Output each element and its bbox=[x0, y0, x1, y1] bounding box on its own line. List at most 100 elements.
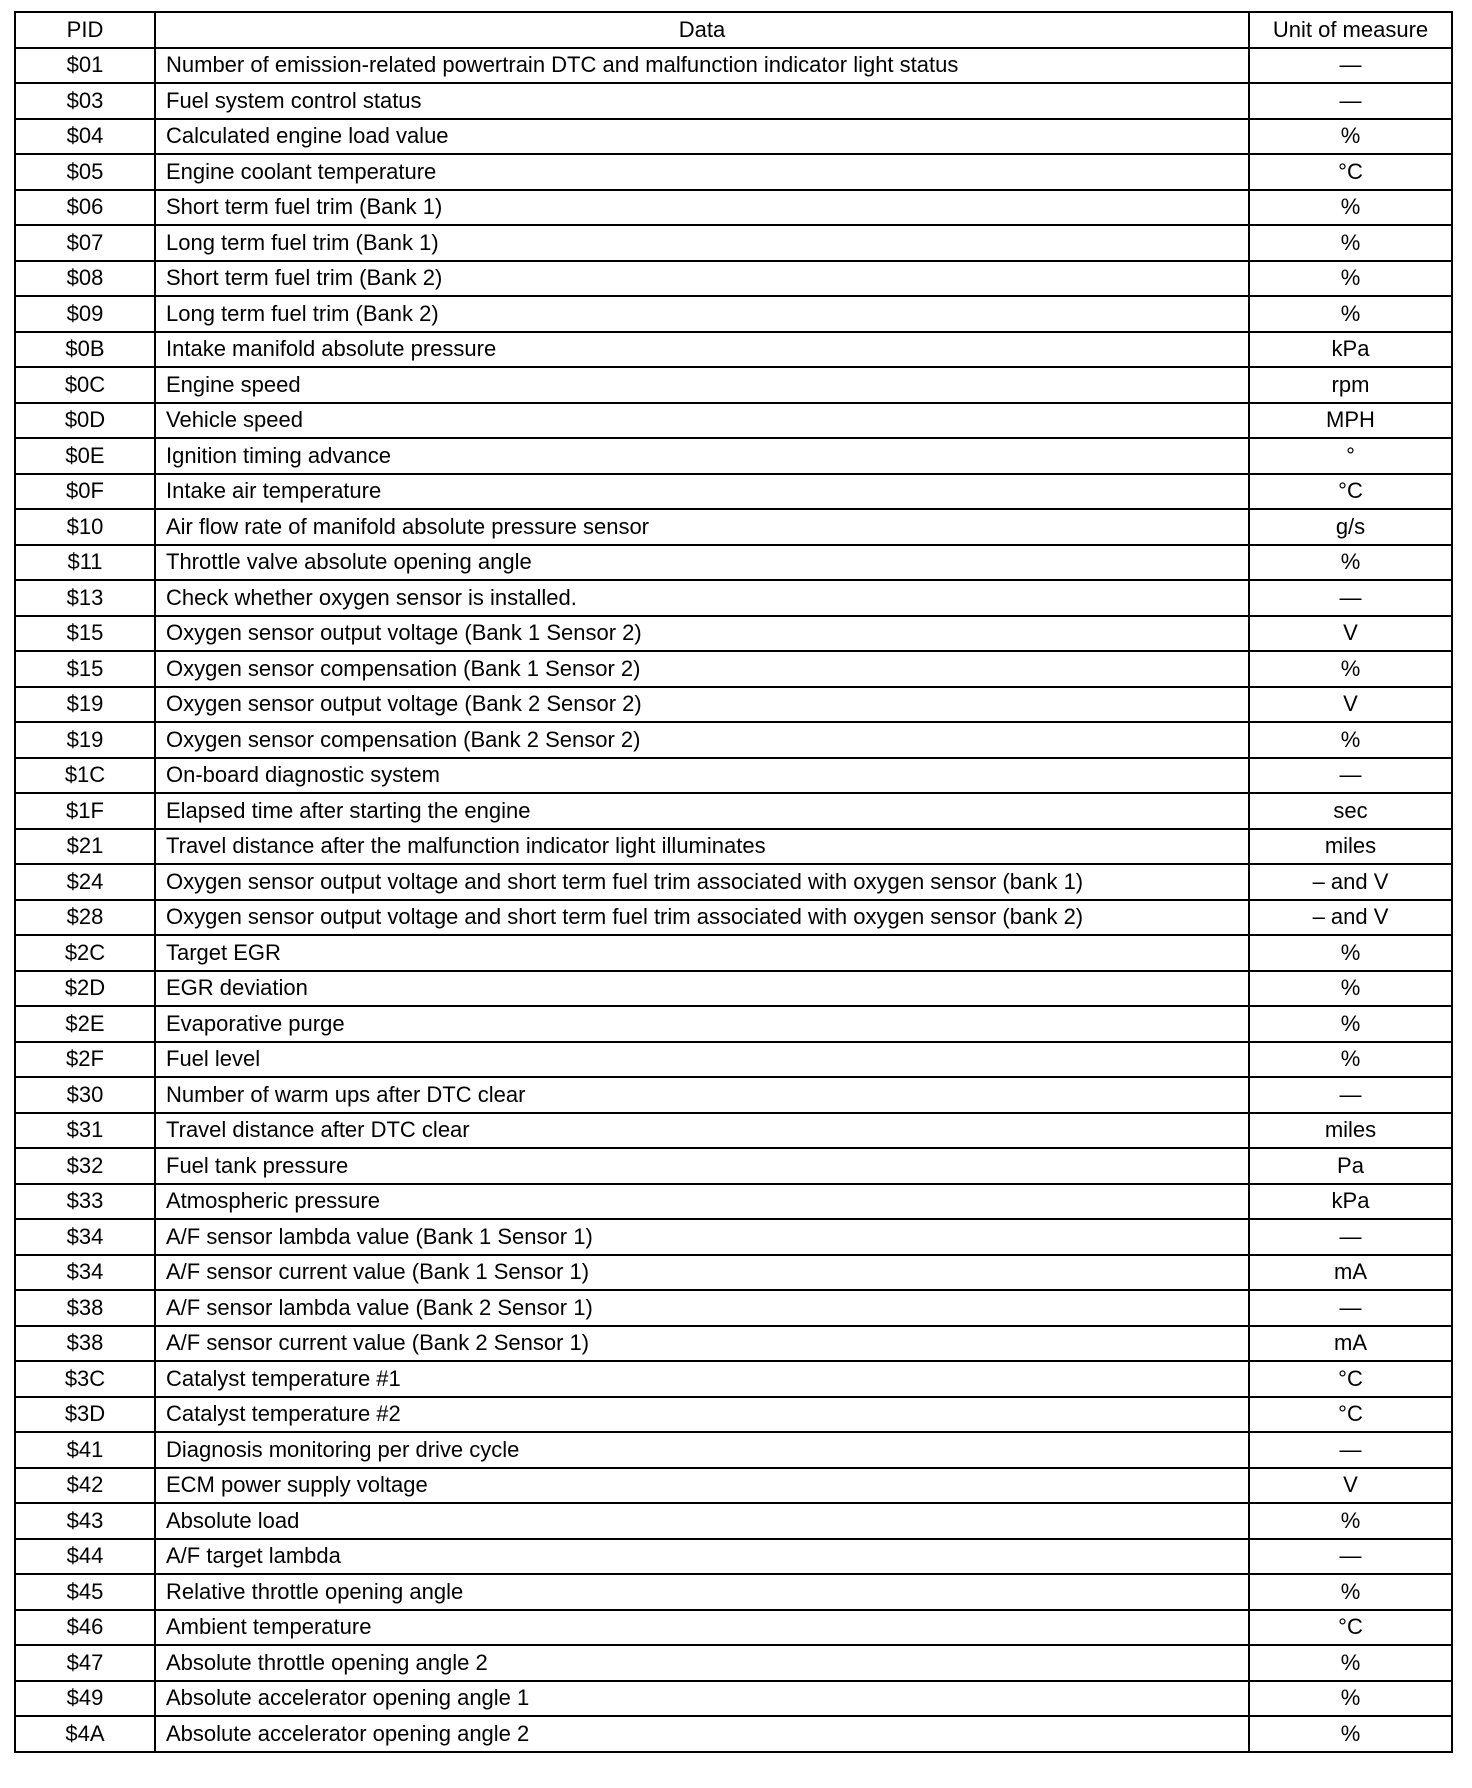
table-row: $38 A/F sensor current value (Bank 2 Sens… bbox=[14, 1324, 1453, 1362]
table-row: $33 Atmospheric pressure kPa bbox=[14, 1182, 1453, 1220]
pid-cell: $44 bbox=[14, 1537, 156, 1575]
pid-cell: $06 bbox=[14, 188, 156, 226]
unit-cell: — bbox=[1248, 46, 1453, 84]
unit-cell: % bbox=[1248, 969, 1453, 1007]
unit-cell: V bbox=[1248, 614, 1453, 652]
pid-cell: $30 bbox=[14, 1076, 156, 1114]
data-cell: A/F sensor lambda value (Bank 1 Sensor 1… bbox=[154, 1218, 1250, 1256]
table-row: $01 Number of emission-related powertrain… bbox=[14, 46, 1453, 84]
table-row: $3D Catalyst temperature #2 °C bbox=[14, 1395, 1453, 1433]
unit-cell: kPa bbox=[1248, 330, 1453, 368]
pid-cell: $45 bbox=[14, 1573, 156, 1611]
table-row: $19 Oxygen sensor compensation (Bank 2 Se… bbox=[14, 721, 1453, 759]
table-row: $34 A/F sensor lambda value (Bank 1 Senso… bbox=[14, 1218, 1453, 1256]
unit-cell: % bbox=[1248, 1644, 1453, 1682]
table-row: $0E Ignition timing advance ° bbox=[14, 437, 1453, 475]
data-cell: Catalyst temperature #2 bbox=[154, 1395, 1250, 1433]
unit-cell: % bbox=[1248, 188, 1453, 226]
unit-cell: °C bbox=[1248, 1608, 1453, 1646]
data-cell: Oxygen sensor output voltage (Bank 1 Sen… bbox=[154, 614, 1250, 652]
table-row: $06 Short term fuel trim (Bank 1)% bbox=[14, 188, 1453, 226]
header-pid: PID bbox=[14, 11, 156, 49]
unit-cell: — bbox=[1248, 1537, 1453, 1575]
header-unit: Unit of measure bbox=[1248, 11, 1453, 49]
pid-cell: $46 bbox=[14, 1608, 156, 1646]
unit-cell: % bbox=[1248, 259, 1453, 297]
data-cell: Relative throttle opening angle bbox=[154, 1573, 1250, 1611]
unit-cell: rpm bbox=[1248, 366, 1453, 404]
pid-cell: $0B bbox=[14, 330, 156, 368]
data-cell: Air flow rate of manifold absolute press… bbox=[154, 508, 1250, 546]
unit-cell: % bbox=[1248, 1005, 1453, 1043]
data-cell: Target EGR bbox=[154, 934, 1250, 972]
unit-cell: °C bbox=[1248, 472, 1453, 510]
data-cell: Engine coolant temperature bbox=[154, 153, 1250, 191]
data-cell: Intake manifold absolute pressure bbox=[154, 330, 1250, 368]
table-row: $28 Oxygen sensor output voltage and shor… bbox=[14, 898, 1453, 936]
unit-cell: — bbox=[1248, 1431, 1453, 1469]
pid-cell: $49 bbox=[14, 1679, 156, 1717]
table-row: $2D EGR deviation% bbox=[14, 969, 1453, 1007]
data-cell: ECM power supply voltage bbox=[154, 1466, 1250, 1504]
unit-cell: g/s bbox=[1248, 508, 1453, 546]
data-cell: Absolute accelerator opening angle 1 bbox=[154, 1679, 1250, 1717]
table-row: $15 Oxygen sensor compensation (Bank 1 Se… bbox=[14, 650, 1453, 688]
unit-cell: — bbox=[1248, 579, 1453, 617]
data-cell: Evaporative purge bbox=[154, 1005, 1250, 1043]
table-row: $24 Oxygen sensor output voltage and shor… bbox=[14, 863, 1453, 901]
table-row: $03 Fuel system control status — bbox=[14, 82, 1453, 120]
pid-cell: $31 bbox=[14, 1111, 156, 1149]
unit-cell: — bbox=[1248, 756, 1453, 794]
unit-cell: sec bbox=[1248, 792, 1453, 830]
unit-cell: % bbox=[1248, 1573, 1453, 1611]
pid-cell: $0E bbox=[14, 437, 156, 475]
table-row: $2F Fuel level% bbox=[14, 1040, 1453, 1078]
pid-cell: $47 bbox=[14, 1644, 156, 1682]
unit-cell: % bbox=[1248, 1502, 1453, 1540]
data-cell: Short term fuel trim (Bank 1) bbox=[154, 188, 1250, 226]
data-cell: Oxygen sensor output voltage and short t… bbox=[154, 898, 1250, 936]
pid-cell: $3D bbox=[14, 1395, 156, 1433]
data-cell: Travel distance after DTC clear bbox=[154, 1111, 1250, 1149]
data-cell: Number of warm ups after DTC clear bbox=[154, 1076, 1250, 1114]
table-row: $30 Number of warm ups after DTC clear — bbox=[14, 1076, 1453, 1114]
unit-cell: ° bbox=[1248, 437, 1453, 475]
pid-cell: $0C bbox=[14, 366, 156, 404]
pid-cell: $21 bbox=[14, 827, 156, 865]
table-row: $05 Engine coolant temperature °C bbox=[14, 153, 1453, 191]
unit-cell: V bbox=[1248, 1466, 1453, 1504]
table-row: $2C Target EGR% bbox=[14, 934, 1453, 972]
unit-cell: °C bbox=[1248, 1360, 1453, 1398]
table-row: $13 Check whether oxygen sensor is instal… bbox=[14, 579, 1453, 617]
pid-cell: $05 bbox=[14, 153, 156, 191]
data-cell: Check whether oxygen sensor is installed… bbox=[154, 579, 1250, 617]
data-cell: Catalyst temperature #1 bbox=[154, 1360, 1250, 1398]
unit-cell: — bbox=[1248, 1289, 1453, 1327]
table-row: $3C Catalyst temperature #1 °C bbox=[14, 1360, 1453, 1398]
pid-cell: $2D bbox=[14, 969, 156, 1007]
table-row: $11 Throttle valve absolute opening angle… bbox=[14, 543, 1453, 581]
table-row: $32 Fuel tank pressure Pa bbox=[14, 1147, 1453, 1185]
data-cell: Fuel level bbox=[154, 1040, 1250, 1078]
unit-cell: % bbox=[1248, 295, 1453, 333]
data-cell: On-board diagnostic system bbox=[154, 756, 1250, 794]
data-cell: Long term fuel trim (Bank 2) bbox=[154, 295, 1250, 333]
data-cell: Vehicle speed bbox=[154, 401, 1250, 439]
unit-cell: — bbox=[1248, 1218, 1453, 1256]
table-row: $4A Absolute accelerator opening angle 2% bbox=[14, 1715, 1453, 1753]
unit-cell: Pa bbox=[1248, 1147, 1453, 1185]
data-cell: Oxygen sensor compensation (Bank 1 Senso… bbox=[154, 650, 1250, 688]
data-cell: Short term fuel trim (Bank 2) bbox=[154, 259, 1250, 297]
data-cell: Fuel system control status bbox=[154, 82, 1250, 120]
pid-cell: $01 bbox=[14, 46, 156, 84]
table-row: $21 Travel distance after the malfunction… bbox=[14, 827, 1453, 865]
pid-cell: $0F bbox=[14, 472, 156, 510]
data-cell: Travel distance after the malfunction in… bbox=[154, 827, 1250, 865]
table-row: $0D Vehicle speed MPH bbox=[14, 401, 1453, 439]
pid-table: PID Data Unit of measure $01 Number of em… bbox=[14, 11, 1453, 1753]
table-row: $0C Engine speed rpm bbox=[14, 366, 1453, 404]
data-cell: Fuel tank pressure bbox=[154, 1147, 1250, 1185]
table-row: $04 Calculated engine load value% bbox=[14, 117, 1453, 155]
data-cell: Elapsed time after starting the engine bbox=[154, 792, 1250, 830]
pid-cell: $43 bbox=[14, 1502, 156, 1540]
